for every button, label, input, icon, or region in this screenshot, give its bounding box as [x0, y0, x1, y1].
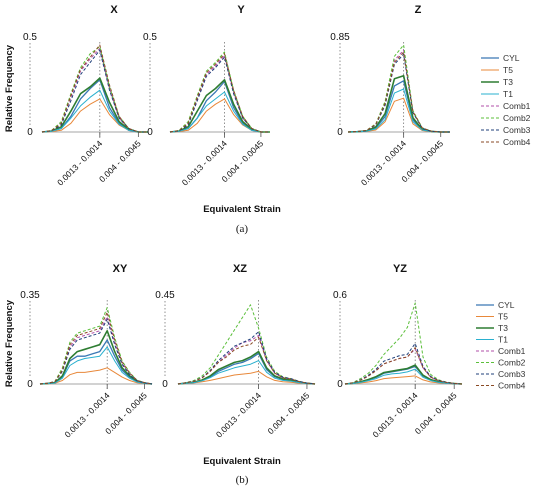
series-line-comb3	[39, 318, 153, 385]
series-line-comb4	[41, 44, 148, 133]
series-line-comb2	[39, 307, 153, 385]
legend-entry: CYL	[503, 53, 520, 63]
x-tick-label: 0.0013 - 0.0014	[359, 138, 408, 187]
series-line-t3	[39, 329, 153, 385]
y-tick-label: 0	[337, 127, 343, 138]
series-line-comb3	[41, 49, 148, 133]
series-line-comb3	[344, 343, 463, 385]
series-line-comb4	[344, 347, 463, 385]
y-tick-label: 0.85	[330, 32, 350, 43]
legend-entry: T5	[503, 65, 513, 75]
legend-entry: Comb2	[498, 358, 526, 368]
y-tick-label: 0	[27, 127, 33, 138]
series-line-t1	[344, 368, 463, 385]
legend-entry: Comb1	[498, 346, 526, 356]
y-tick-label: 0	[337, 379, 343, 390]
series-line-comb1	[344, 348, 463, 385]
series-line-comb4	[347, 51, 450, 133]
series-line-comb4	[39, 311, 153, 385]
y-axis-label: Relative Frequency	[4, 44, 15, 132]
legend-entry: Comb2	[503, 113, 531, 123]
chart-panel-xz: XZ 0 0.45 0.0013 - 0.0014 0.004 - 0.0045 Equi…	[155, 263, 316, 467]
legend-a: CYL T5 T3 T1 Comb1 Comb2 Comb3 Comb4	[481, 53, 531, 147]
y-tick-label: 0	[147, 127, 153, 138]
series-line-t3	[41, 77, 148, 133]
series-line-comb4	[177, 336, 316, 385]
series-line-t5	[347, 97, 450, 133]
y-tick-label: 0	[162, 379, 168, 390]
series-line-comb2	[177, 304, 316, 385]
y-tick-label: 0.5	[143, 32, 157, 43]
series-line-t1	[41, 89, 148, 133]
panel-title: XZ	[233, 263, 247, 275]
x-tick-label: 0.0013 - 0.0014	[370, 390, 419, 439]
legend-entry: CYL	[498, 300, 515, 310]
series-line-comb1	[41, 48, 148, 133]
series-line-comb1	[39, 316, 153, 385]
panel-title: YZ	[393, 263, 407, 275]
series-line-t1	[39, 346, 153, 385]
legend-entry: T1	[503, 89, 513, 99]
series-line-t3	[177, 350, 316, 385]
series-line-comb2	[347, 44, 450, 133]
series-line-t1	[347, 88, 450, 133]
y-tick-label: 0.5	[23, 32, 37, 43]
legend-entry: Comb3	[503, 125, 531, 135]
series-line-comb3	[347, 53, 450, 133]
series-line-t3	[347, 74, 450, 133]
x-tick-label: 0.0013 - 0.0014	[62, 390, 111, 439]
y-tick-label: 0.35	[20, 290, 40, 301]
caption-a: (a)	[236, 223, 249, 235]
caption-b: (b)	[236, 474, 249, 486]
series-line-cyl	[41, 79, 148, 133]
series-line-comb2	[41, 46, 148, 133]
x-tick-label: 0.0013 - 0.0014	[214, 390, 263, 439]
series-line-comb3	[177, 331, 316, 385]
legend-entry: Comb3	[498, 369, 526, 379]
legend-entry: T5	[498, 312, 508, 322]
legend-entry: T3	[503, 77, 513, 87]
legend-entry: Comb1	[503, 101, 531, 111]
series-line-comb2	[169, 51, 270, 133]
x-tick-label: 0.004 - 0.0045	[266, 390, 312, 436]
x-tick-label: 0.0013 - 0.0014	[55, 138, 104, 187]
legend-entry: Comb4	[503, 137, 531, 147]
panel-title: Y	[237, 4, 245, 16]
panel-title: X	[110, 4, 118, 16]
series-line-comb4	[169, 53, 270, 133]
x-axis-label: Equivalent Strain	[203, 204, 281, 215]
series-line-cyl	[347, 80, 450, 133]
series-line-t5	[177, 370, 316, 385]
y-tick-label: 0	[27, 379, 33, 390]
series-line-comb2	[344, 302, 463, 385]
series-line-comb1	[169, 54, 270, 133]
series-line-t1	[169, 91, 270, 133]
legend-entry: Comb4	[498, 381, 526, 391]
y-tick-label: 0.45	[155, 290, 175, 301]
legend-entry: T3	[498, 323, 508, 333]
series-line-comb1	[177, 334, 316, 385]
x-axis-label: Equivalent Strain	[203, 456, 281, 467]
legend-entry: T1	[498, 335, 508, 345]
series-line-t3	[169, 79, 270, 133]
y-axis-label: Relative Frequency	[4, 299, 15, 387]
panel-title: Z	[415, 4, 422, 16]
y-tick-label: 0.6	[333, 290, 347, 301]
x-tick-label: 0.004 - 0.0045	[413, 390, 459, 436]
series-line-t1	[177, 360, 316, 385]
series-line-t5	[39, 367, 153, 385]
panel-title: XY	[113, 263, 128, 275]
series-line-comb3	[169, 56, 270, 133]
